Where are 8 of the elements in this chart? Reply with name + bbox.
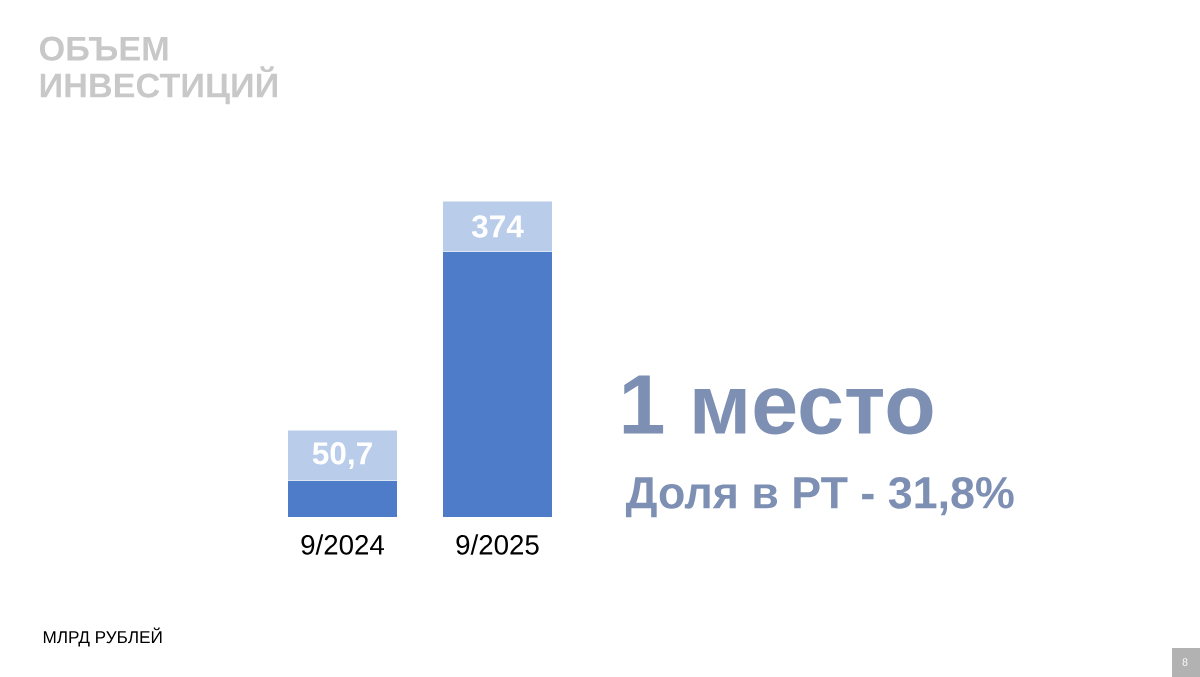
x-tick-label: 9/2024	[301, 534, 384, 555]
text: 8	[1182, 658, 1188, 666]
data-label: 50,7	[312, 442, 372, 470]
x-tick-label: 9/2025	[456, 534, 539, 555]
text: Доля в РТ - 31,8%	[625, 476, 1014, 518]
data-label: 374	[471, 215, 524, 238]
text: МЛРД РУБЛЕЙ	[43, 627, 162, 647]
text: 1 место	[623, 375, 933, 435]
